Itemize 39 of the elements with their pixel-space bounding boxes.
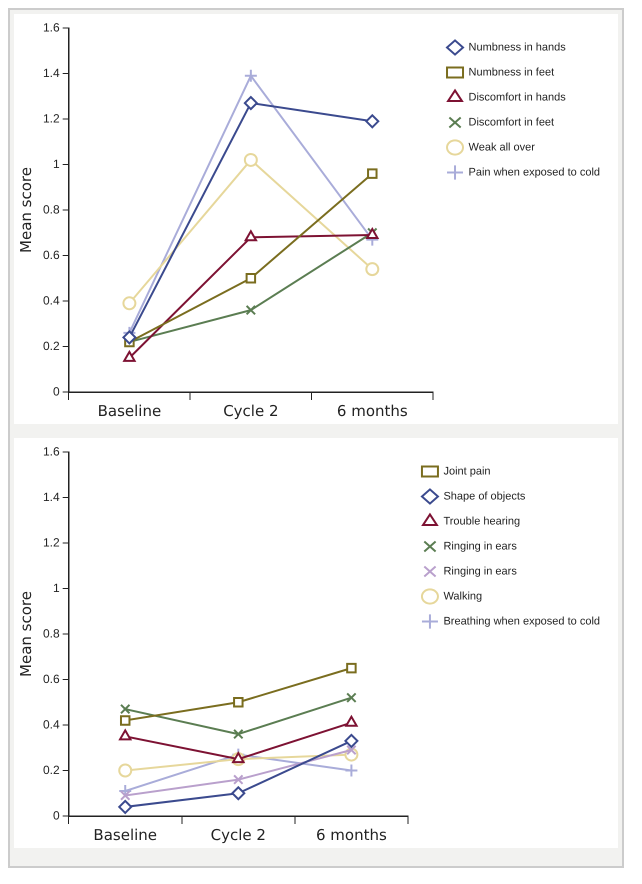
y-tick-label: 0.2	[42, 762, 60, 777]
y-tick-label: 0	[52, 808, 60, 822]
x-tick-label: Baseline	[93, 826, 158, 844]
y-tick-label: 1.4	[42, 66, 60, 80]
legend-label: Weak all over	[468, 142, 536, 154]
y-tick-label: 1.6	[42, 444, 60, 458]
x-tick-label: Cycle 2	[210, 826, 266, 844]
legend-label: Pain when exposed to cold	[468, 166, 600, 179]
legend-label: Trouble hearing	[443, 516, 520, 528]
y-tick-label: 0	[52, 384, 60, 398]
y-tick-label: 0.8	[42, 626, 60, 640]
legend-label: Joint pain	[443, 466, 491, 478]
y-tick-label: 0.6	[42, 672, 60, 686]
legend-label: Discomfort in hands	[468, 92, 566, 104]
x-tick-label: 6 months	[336, 402, 408, 420]
x-tick-label: Cycle 2	[223, 402, 279, 420]
x-tick-label: 6 months	[316, 826, 387, 844]
y-tick-label: 0.4	[42, 717, 60, 732]
y-tick-label: 1	[52, 580, 60, 595]
legend-label: Ringing in ears	[443, 540, 518, 553]
legend-label: Numbness in feet	[468, 66, 554, 79]
y-tick-label: 0.6	[42, 248, 60, 262]
legend-label: Walking	[443, 590, 482, 603]
legend-label: Ringing in ears	[443, 566, 518, 578]
legend-label: Breathing when exposed to cold	[443, 616, 600, 628]
y-tick-label: 1.6	[42, 20, 60, 34]
y-tick-label: 1.2	[42, 111, 60, 126]
legend-label: Numbness in hands	[468, 42, 566, 54]
y-tick-label: 1.4	[42, 490, 60, 504]
y-axis-title: Mean score	[16, 167, 35, 253]
legend-label: Shape of objects	[443, 490, 526, 503]
x-tick-label: Baseline	[98, 402, 162, 420]
legend-label: Discomfort in feet	[468, 116, 554, 129]
y-tick-label: 1	[52, 156, 60, 171]
y-tick-label: 0.2	[42, 338, 60, 353]
y-tick-label: 1.2	[42, 535, 60, 550]
y-tick-label: 0.8	[42, 202, 60, 216]
y-tick-label: 0.4	[42, 293, 60, 308]
y-axis-title: Mean score	[16, 591, 35, 677]
